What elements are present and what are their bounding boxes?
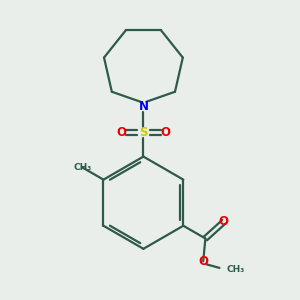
Text: N: N: [138, 100, 148, 113]
Text: S: S: [139, 126, 148, 139]
Text: O: O: [116, 126, 127, 139]
Text: CH₃: CH₃: [226, 265, 244, 274]
Text: O: O: [160, 126, 170, 139]
Text: CH₃: CH₃: [74, 163, 92, 172]
Text: O: O: [219, 215, 229, 228]
Text: O: O: [198, 255, 208, 268]
